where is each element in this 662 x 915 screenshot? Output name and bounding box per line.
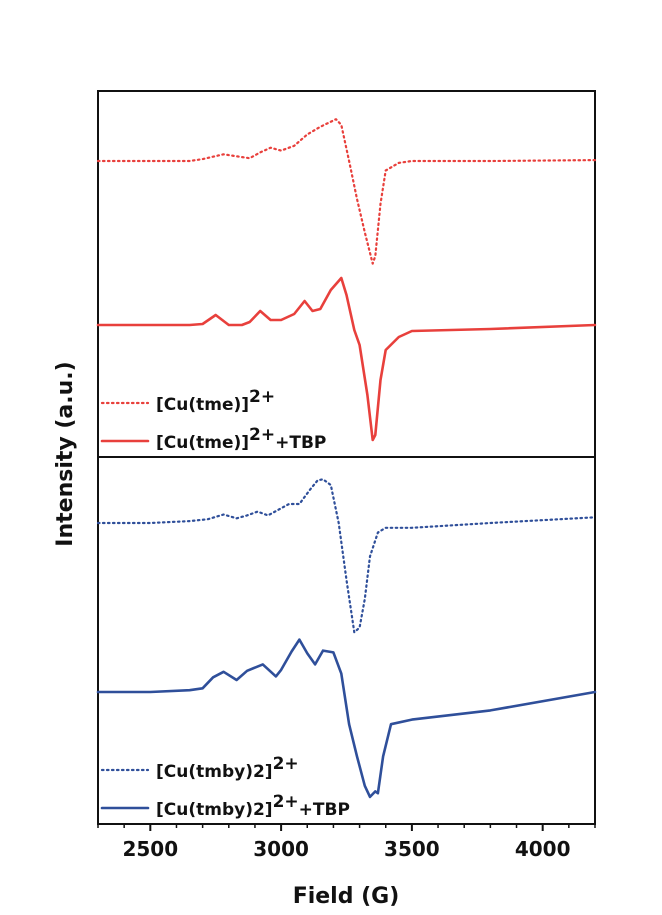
legend-label: [Cu(tme)]2++TBP [156,425,326,453]
x-tick-label: 3000 [253,837,309,861]
x-axis-title: Field (G) [293,884,400,909]
x-tick-label: 2500 [122,837,178,861]
panels-layer: [Cu(tme)]2+[Cu(tme)]2++TBP[Cu(tmby)2]2+[… [96,90,597,825]
series-line-2-1 [96,478,597,634]
legend-label: [Cu(tmby)2]2+ [156,754,299,782]
panel-2: [Cu(tmby)2]2+[Cu(tmby)2]2++TBP [96,456,597,825]
legend-superscript: 2+ [273,792,299,812]
legend-suffix: +TBP [299,800,350,820]
x-tick-label: 4000 [515,837,571,861]
panel-1: [Cu(tme)]2+[Cu(tme)]2++TBP [96,90,597,458]
legend-label: [Cu(tmby)2]2++TBP [156,792,350,820]
legend-name: [Cu(tmby)2] [156,800,273,820]
legend-superscript: 2+ [249,425,275,445]
legend-name: [Cu(tmby)2] [156,762,273,782]
series-line-1-2 [96,276,597,442]
legend-label: [Cu(tme)]2+ [156,387,275,415]
y-axis-title: Intensity (a.u.) [53,361,78,546]
legend-name: [Cu(tme)] [156,395,249,415]
panel-frame [97,456,596,825]
x-tick-label: 3500 [384,837,440,861]
legend-superscript: 2+ [273,754,299,774]
series-line-1-1 [96,118,597,265]
legend-name: [Cu(tme)] [156,433,249,453]
legend-suffix: +TBP [275,433,326,453]
series-line-2-2 [96,638,597,799]
legend-superscript: 2+ [249,387,275,407]
x-axis: 2500 3000 3500 4000 [97,824,596,861]
